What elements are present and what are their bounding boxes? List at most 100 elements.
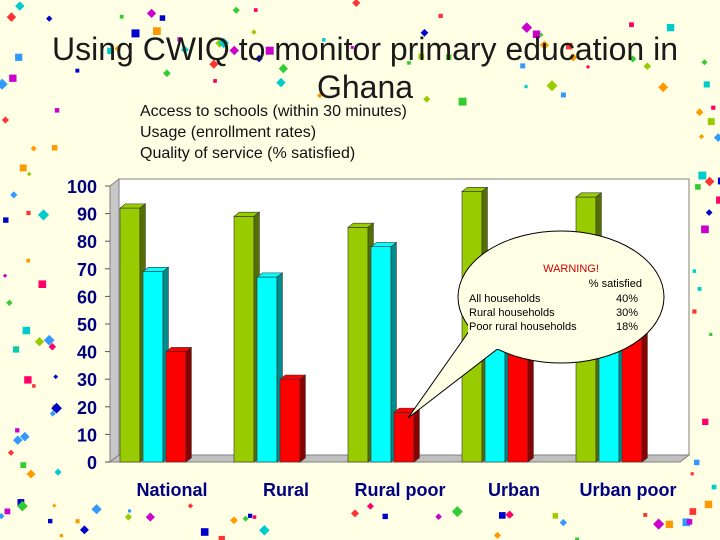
- confetti-piece: [91, 504, 102, 515]
- confetti-piece: [75, 68, 80, 73]
- confetti-piece: [24, 376, 32, 384]
- confetti-piece: [146, 8, 157, 18]
- confetti-piece: [559, 518, 567, 527]
- confetti-piece: [0, 512, 5, 520]
- callout-row-label: Rural households: [469, 307, 555, 319]
- warning-callout: WARNING! % satisfied All households 40% Rura…: [407, 230, 665, 419]
- confetti-piece: [692, 269, 697, 273]
- confetti-piece: [499, 512, 506, 519]
- bar-side: [413, 407, 420, 463]
- confetti-piece: [80, 525, 89, 535]
- confetti-piece: [252, 515, 257, 519]
- bar-front: [233, 216, 255, 463]
- bar-front: [279, 378, 301, 463]
- confetti-piece: [418, 53, 425, 60]
- y-tick-label: 70: [77, 260, 97, 280]
- confetti-piece: [566, 42, 573, 50]
- confetti-piece: [703, 81, 710, 88]
- confetti-piece: [705, 209, 713, 216]
- callout-joint: [468, 323, 508, 349]
- confetti-piece: [6, 299, 13, 306]
- confetti-piece: [568, 53, 578, 62]
- confetti-piece: [177, 37, 182, 42]
- confetti-piece: [713, 133, 720, 142]
- confetti-piece: [666, 23, 675, 32]
- bar-front: [621, 329, 643, 463]
- confetti-piece: [145, 512, 155, 522]
- confetti-piece: [19, 164, 27, 172]
- confetti-piece: [13, 435, 23, 445]
- bar-quality: [279, 374, 307, 463]
- callout-row-value: 40%: [616, 293, 638, 305]
- confetti-piece: [4, 508, 11, 515]
- confetti-piece: [32, 384, 36, 388]
- confetti-piece: [707, 118, 715, 125]
- confetti-piece: [200, 528, 209, 536]
- confetti-piece: [524, 85, 528, 89]
- confetti-piece: [276, 77, 286, 88]
- confetti-piece: [52, 503, 57, 508]
- confetti-piece: [701, 59, 708, 66]
- confetti-piece: [438, 13, 443, 19]
- bar-quality: [507, 346, 535, 463]
- confetti-piece: [521, 22, 533, 33]
- confetti-piece: [420, 28, 429, 37]
- bullet-quality: Quality of service (% satisfied): [140, 145, 356, 162]
- confetti-piece: [322, 38, 326, 42]
- y-tick-label: 20: [77, 398, 97, 418]
- confetti-piece: [350, 45, 354, 49]
- confetti-piece: [253, 8, 258, 12]
- callout-row-label: All households: [469, 293, 541, 305]
- confetti-piece: [20, 431, 30, 442]
- bar-front: [119, 207, 141, 463]
- bar-side: [527, 346, 534, 463]
- confetti-piece: [59, 533, 63, 538]
- confetti-piece: [1, 116, 9, 124]
- confetti-piece: [218, 37, 229, 49]
- confetti-piece: [124, 513, 132, 521]
- y-tick-label: 80: [77, 232, 97, 252]
- confetti-piece: [51, 145, 58, 151]
- confetti-piece: [107, 47, 114, 54]
- bar-front: [347, 227, 369, 463]
- confetti-piece: [9, 74, 17, 82]
- confetti-piece: [131, 29, 140, 38]
- confetti-piece: [493, 531, 501, 539]
- confetti-piece: [435, 513, 442, 520]
- confetti-piece: [114, 45, 121, 52]
- confetti-piece: [709, 332, 713, 336]
- confetti-piece: [692, 309, 697, 314]
- confetti-piece: [20, 462, 27, 468]
- confetti-piece: [689, 508, 697, 515]
- callout-row-value: 18%: [616, 321, 638, 333]
- bar-side: [641, 324, 648, 463]
- confetti-piece: [520, 63, 526, 69]
- confetti-piece: [2, 273, 8, 278]
- confetti-piece: [43, 334, 55, 346]
- confetti-piece: [34, 337, 45, 347]
- confetti-piece: [704, 500, 713, 509]
- slide-title-line-2: Ghana: [316, 69, 414, 105]
- chart-side-wall: [109, 177, 120, 464]
- callout-subheading: % satisfied: [589, 278, 642, 290]
- confetti-piece: [54, 108, 60, 113]
- confetti-piece: [27, 171, 32, 177]
- y-tick-label: 40: [77, 343, 97, 363]
- confetti-piece: [653, 518, 665, 530]
- confetti-piece: [265, 46, 274, 55]
- confetti-piece: [575, 537, 580, 540]
- confetti-piece: [26, 469, 36, 479]
- confetti-piece: [230, 516, 238, 525]
- confetti-piece: [26, 258, 31, 263]
- confetti-piece: [119, 14, 124, 19]
- y-tick-label: 0: [87, 453, 97, 473]
- confetti-piece: [251, 29, 257, 35]
- bar-access: [347, 222, 375, 463]
- confetti-piece: [278, 63, 288, 74]
- confetti-piece: [218, 535, 225, 540]
- confetti-piece: [629, 22, 634, 28]
- confetti-piece: [695, 184, 701, 190]
- confetti-piece: [26, 210, 31, 216]
- confetti-piece: [505, 510, 514, 519]
- bullet-list: Access to schools (within 30 minutes) Us…: [140, 101, 407, 164]
